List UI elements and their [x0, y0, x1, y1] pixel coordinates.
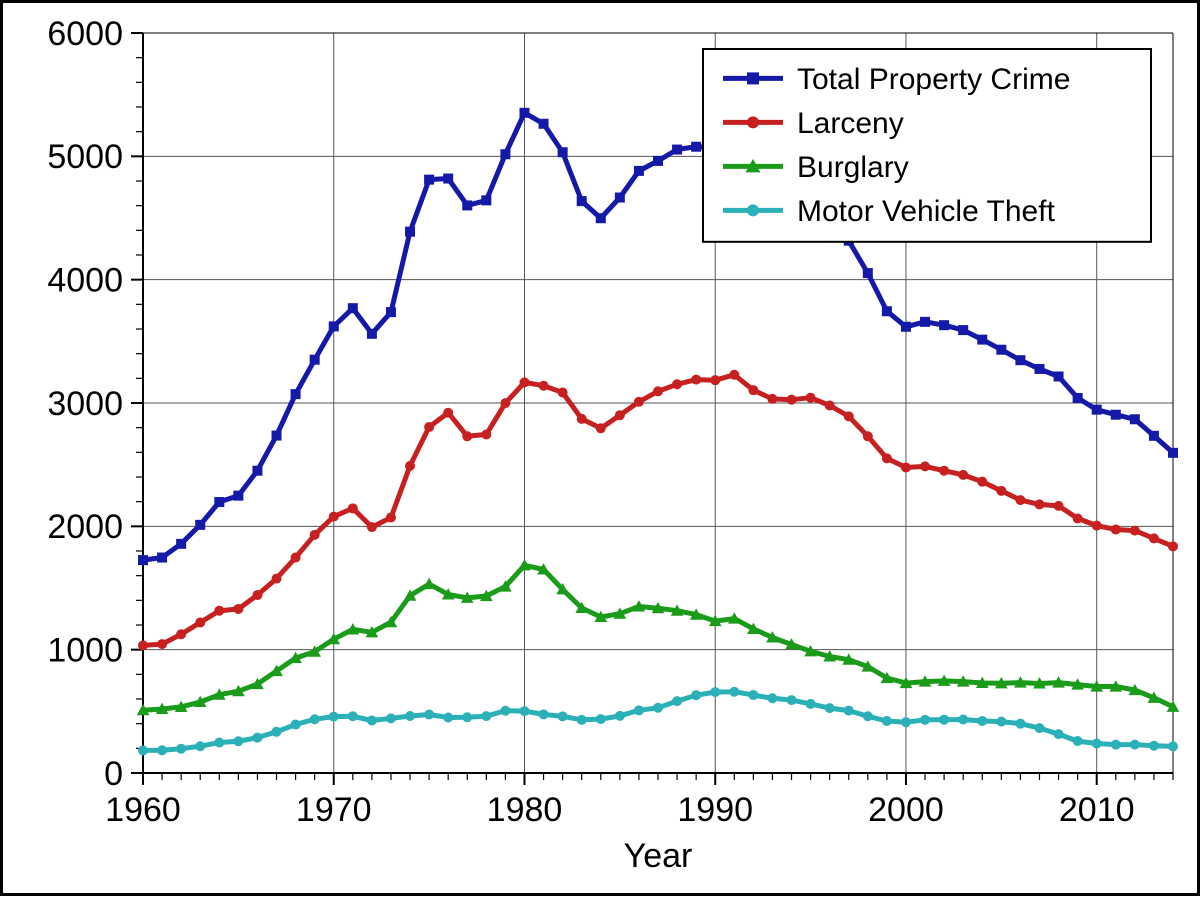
- legend-label-total: Total Property Crime: [797, 63, 1070, 96]
- y-tick-label: 0: [104, 755, 123, 793]
- y-tick-label: 4000: [47, 262, 123, 300]
- legend-label-burglary: Burglary: [797, 151, 909, 184]
- legend-label-mvt: Motor Vehicle Theft: [797, 195, 1056, 228]
- x-axis-label: Year: [624, 837, 693, 875]
- x-tick-label: 1980: [487, 791, 563, 829]
- x-tick-label: 2010: [1059, 791, 1135, 829]
- x-tick-label: 2000: [868, 791, 944, 829]
- legend-label-larceny: Larceny: [797, 107, 904, 140]
- chart-frame: 1960 1970 1980 1990 2000 2010 Year 0 1000 2000 300…: [0, 0, 1200, 896]
- legend: Total Property Crime Larceny Burglary Motor…: [703, 49, 1151, 242]
- x-tick-label: 1970: [296, 791, 372, 829]
- y-tick-label: 2000: [47, 508, 123, 546]
- x-tick-label: 1960: [105, 791, 181, 829]
- y-tick-label: 6000: [47, 15, 123, 53]
- x-tick-label: 1990: [677, 791, 753, 829]
- y-tick-label: 1000: [47, 632, 123, 670]
- property-crime-chart: 1960 1970 1980 1990 2000 2010 Year 0 1000 2000 300…: [3, 3, 1200, 899]
- series-burglary: [137, 559, 1180, 715]
- y-tick-label: 3000: [47, 385, 123, 423]
- series-mvt: [138, 687, 1178, 756]
- y-tick-label: 5000: [47, 138, 123, 176]
